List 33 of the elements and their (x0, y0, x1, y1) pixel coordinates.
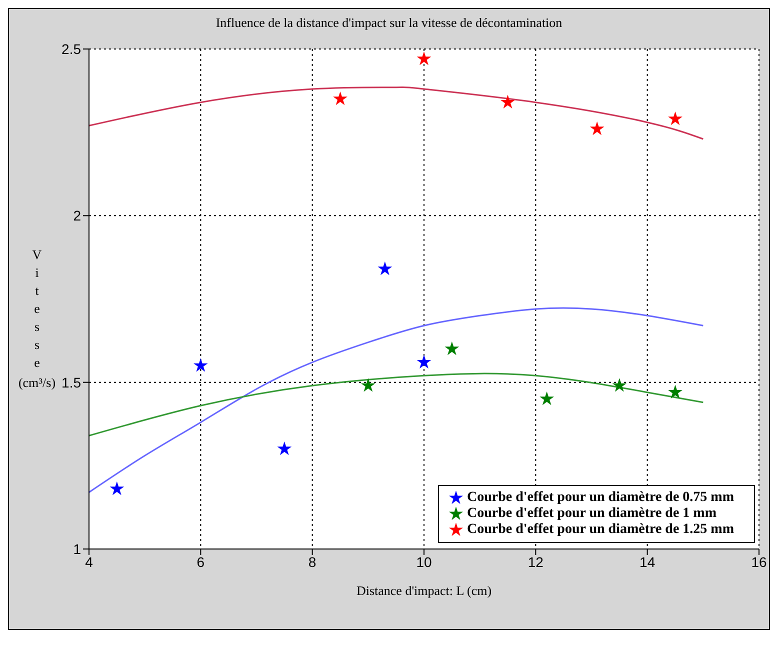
x-tick-label: 14 (640, 554, 656, 570)
x-tick-label: 4 (85, 554, 94, 570)
point (360, 378, 376, 392)
x-tick-label: 10 (416, 554, 432, 570)
legend-label: Courbe d'effet pour un diamètre de 1 mm (466, 506, 716, 521)
y-axis-title: Vitesse (cm³/s) (18, 247, 56, 390)
point (444, 341, 460, 356)
point (612, 378, 627, 392)
point (668, 384, 682, 398)
point (110, 481, 124, 496)
x-tick-label: 8 (308, 554, 316, 570)
point (668, 111, 682, 126)
legend-label: Courbe d'effet pour un diamètre de 1.25 mm (466, 522, 734, 537)
chart-title: Influence de la distance d'impact sur la vitesse de décontamination (214, 15, 564, 31)
point (416, 51, 432, 66)
x-axis-title: Distance d'impact: L (cm) (356, 583, 492, 598)
y-tick-label: 1 (73, 540, 82, 557)
x-tick-label: 6 (196, 554, 205, 570)
y-tick-label: 2.5 (62, 40, 82, 57)
point (540, 391, 554, 406)
point (378, 261, 392, 276)
y-tick-label: 2 (73, 208, 82, 224)
x-tick-label: 12 (528, 554, 544, 570)
x-tick-label: 16 (751, 554, 767, 570)
legend-label: Courbe d'effet pour un diamètre de 0.75 mm (466, 490, 734, 505)
point (590, 121, 604, 136)
line-series (89, 86, 704, 140)
point (416, 354, 432, 368)
point (193, 358, 208, 372)
point (333, 91, 348, 106)
point (500, 94, 515, 108)
y-tick-label: 1.5 (62, 374, 82, 390)
point (277, 441, 292, 456)
